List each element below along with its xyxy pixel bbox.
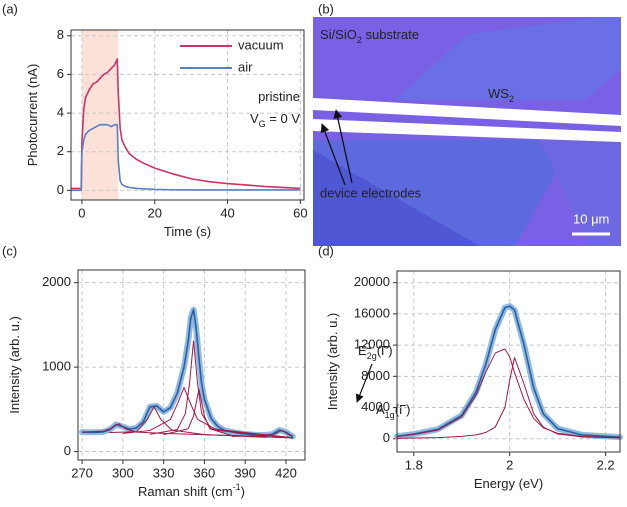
- series-line: [163, 388, 293, 439]
- x-axis-label: Raman shift (cm-1): [138, 482, 245, 499]
- micrograph-panel: (b) Si/SiO2 substrate WS2 device electro…: [313, 1, 621, 246]
- annotation-arrow: [355, 363, 373, 403]
- y-tick-label: 0: [64, 443, 71, 458]
- label-part: ): [241, 484, 245, 499]
- label-part: Intensity (arb. u.): [7, 316, 22, 414]
- label-part: Intensity (arb. u.): [325, 313, 340, 411]
- y-tick-label: 0: [383, 430, 390, 445]
- label-part: = 0 V: [266, 111, 301, 126]
- plot-frame: [70, 29, 305, 201]
- series-line: [109, 406, 293, 439]
- y-tick-label: 6: [57, 66, 64, 81]
- x-tick-label: 270: [71, 465, 93, 480]
- label-part: WS: [488, 86, 509, 101]
- y-tick-label: 16000: [354, 305, 390, 320]
- data-band: [394, 303, 623, 441]
- x-tick-label: 40: [220, 205, 234, 220]
- substrate-label: Si/SiO2 substrate: [320, 27, 419, 45]
- x-tick-label: 20: [148, 205, 162, 220]
- label-part: A: [376, 402, 385, 417]
- arrow: [320, 123, 346, 186]
- label-part: E: [358, 343, 367, 358]
- x-tick-label: 390: [234, 465, 256, 480]
- x-axis-label: Energy (eV): [474, 476, 543, 491]
- y-tick-label: 0: [57, 182, 64, 197]
- y-tick-label: 12000: [354, 337, 390, 352]
- series-line: [149, 340, 293, 439]
- x-tick-label: 60: [293, 205, 307, 220]
- flake-region: [313, 150, 480, 246]
- label-part: Si/SiO: [320, 27, 357, 42]
- y-tick-label: 4000: [361, 399, 390, 414]
- x-tick-label: 2: [506, 457, 513, 472]
- label-part: G: [259, 119, 266, 129]
- highlight-region: [81, 30, 119, 200]
- x-tick-label: 330: [153, 465, 175, 480]
- x-tick-label: 2.2: [597, 457, 615, 472]
- scale-label: 10 μm: [573, 211, 609, 226]
- panel-label: (a): [2, 1, 18, 16]
- y-axis-label: Photocurrent (nA): [25, 64, 40, 167]
- panel-label: (b): [318, 1, 334, 16]
- x-tick-label: 0: [78, 205, 85, 220]
- x-tick-label: 420: [275, 465, 297, 480]
- x-tick-label: 1.8: [405, 457, 423, 472]
- legend-label: air: [238, 59, 253, 74]
- annotation: VG = 0 V: [250, 111, 300, 129]
- x-tick-label: 300: [112, 465, 134, 480]
- label-part: Time (s): [164, 224, 211, 239]
- series-line: [71, 123, 301, 192]
- label-part: Raman shift (cm: [138, 484, 233, 499]
- arrow: [333, 109, 353, 184]
- series-line: [396, 348, 621, 439]
- fit-line: [396, 305, 621, 438]
- flake-region: [540, 140, 621, 246]
- legend-label: vacuum: [238, 37, 284, 52]
- label-part: substrate: [362, 27, 419, 42]
- y-tick-label: 4: [57, 105, 64, 120]
- label-part: -1: [233, 482, 241, 492]
- label-part: 1: [367, 341, 372, 351]
- x-axis-label: Time (s): [164, 224, 211, 239]
- annotation: pristine: [258, 89, 300, 104]
- panel-label: (d): [318, 243, 334, 258]
- series-line: [122, 386, 293, 439]
- y-axis-label: Intensity (arb. u.): [7, 316, 22, 414]
- electrode: [313, 119, 621, 142]
- y-axis-label: Intensity (arb. u.): [325, 313, 340, 411]
- y-tick-label: 2000: [42, 274, 71, 289]
- label-part: 2g: [367, 351, 377, 361]
- data-band: [79, 306, 296, 440]
- label-part: 1g: [385, 410, 395, 420]
- series-line: [396, 357, 621, 439]
- label-part: V: [250, 111, 259, 126]
- plot-frame: [77, 269, 306, 461]
- annotation: E1 2g(Γ): [358, 341, 393, 361]
- panel-label: (c): [2, 243, 17, 258]
- series-line: [231, 429, 293, 437]
- electrode: [313, 98, 621, 126]
- series-line: [71, 58, 301, 190]
- label-part: pristine: [258, 89, 300, 104]
- y-tick-label: 20000: [354, 274, 390, 289]
- label-part: 2: [357, 35, 362, 45]
- x-tick-label: 360: [194, 465, 216, 480]
- label-part: (Γ): [395, 402, 411, 417]
- flake-region: [395, 17, 621, 100]
- annotation: A1g(Γ): [376, 402, 411, 420]
- y-tick-label: 8000: [361, 368, 390, 383]
- label-part: (Γ): [377, 343, 393, 358]
- plot-frame: [396, 270, 621, 453]
- y-tick-label: 2: [57, 143, 64, 158]
- flake-label: WS2: [488, 86, 514, 104]
- y-tick-label: 8: [57, 27, 64, 42]
- label-part: Photocurrent (nA): [25, 64, 40, 167]
- label-part: 2: [509, 94, 514, 104]
- label-part: Energy (eV): [474, 476, 543, 491]
- electrode-label: device electrodes: [320, 185, 422, 200]
- y-tick-label: 1000: [42, 359, 71, 374]
